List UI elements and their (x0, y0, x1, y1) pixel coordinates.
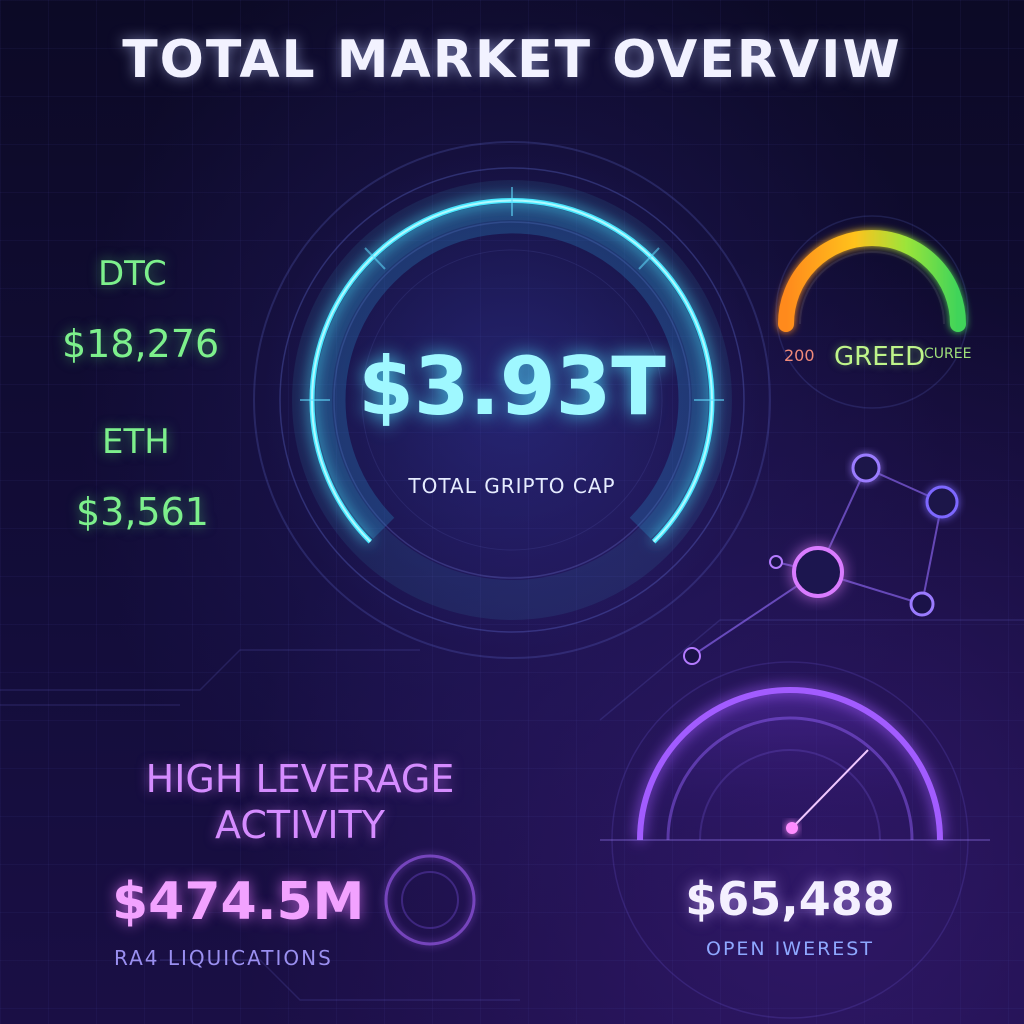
leverage-title-line1: HIGH LEVERAGE (145, 757, 455, 801)
liquidations-value: $474.5M (112, 872, 365, 932)
total-market-cap-value: $3.93T (358, 340, 666, 433)
open-interest-label: OPEN IWEREST (706, 938, 874, 960)
open-interest-value: $65,488 (685, 872, 895, 926)
greed-index-tag: CUREE (924, 346, 972, 362)
coin-label-btc: DTC (98, 254, 167, 294)
circuit-lines (0, 619, 1024, 1001)
decorative-ring-icon (384, 854, 476, 946)
market-cap-gauge-icon (253, 141, 771, 659)
page-title: TOTAL MARKET OVERVIW (122, 30, 902, 90)
coin-label-eth: ETH (102, 422, 170, 462)
coin-price-eth: $3,561 (76, 490, 209, 534)
network-nodes-icon (683, 453, 959, 665)
liquidations-label: RA4 LIQUICATIONS (114, 946, 333, 970)
leverage-title: HIGH LEVERAGE ACTIVITY (80, 756, 520, 848)
coin-price-btc: $18,276 (62, 322, 220, 366)
greed-index-value: 200 (784, 346, 815, 365)
total-market-cap-label: TOTAL GRIPTO CAP (408, 474, 616, 498)
open-interest-dial-icon (600, 661, 990, 1019)
greed-meter-icon (775, 215, 969, 409)
greed-index-label: GREED (834, 342, 926, 372)
leverage-title-line2: ACTIVITY (215, 803, 385, 847)
